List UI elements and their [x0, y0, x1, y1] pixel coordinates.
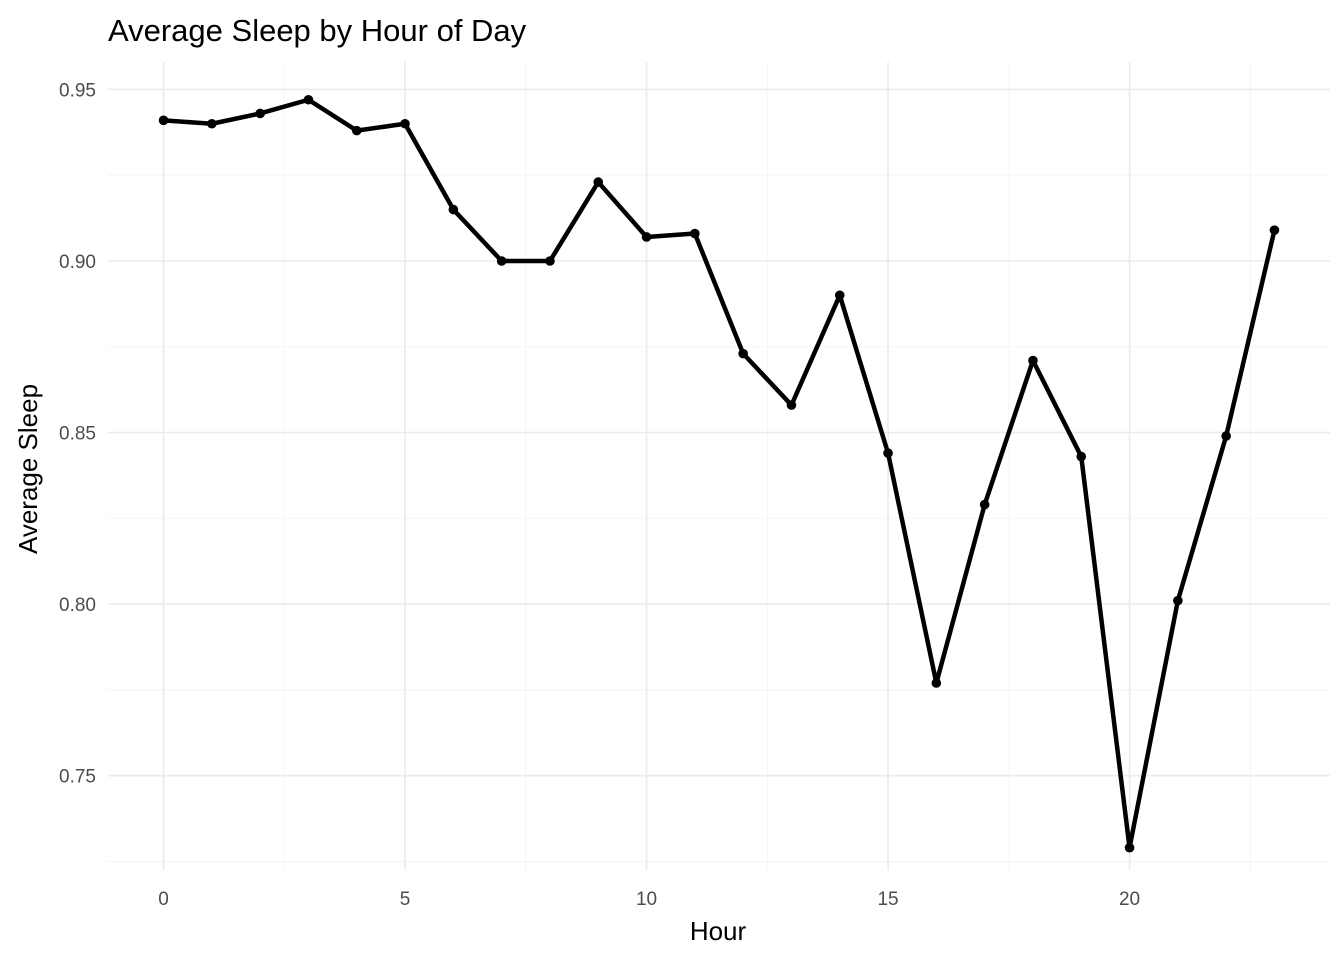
data-point — [1269, 225, 1280, 235]
data-point — [1076, 451, 1087, 462]
data-point — [883, 448, 893, 458]
data-point — [448, 204, 459, 215]
data-point — [1173, 595, 1183, 606]
data-point — [400, 118, 410, 129]
major-gridlines — [108, 62, 1330, 870]
data-point — [931, 678, 942, 688]
y-tick-label: 0.90 — [59, 252, 96, 273]
data-point — [1028, 355, 1038, 366]
x-axis-tick-labels: 0 5 10 15 20 — [158, 889, 1140, 910]
data-point — [1221, 431, 1231, 441]
minor-gridlines — [108, 62, 1330, 870]
x-tick-label: 0 — [158, 889, 169, 910]
y-tick-label: 0.80 — [59, 595, 96, 616]
series-line — [161, 97, 1277, 850]
data-point — [690, 228, 700, 239]
x-tick-label: 10 — [636, 889, 657, 910]
data-point — [545, 256, 555, 266]
series-average-sleep — [158, 94, 1280, 853]
data-point — [834, 290, 845, 301]
x-tick-label: 5 — [400, 889, 411, 910]
data-point — [158, 115, 169, 126]
y-tick-label: 0.95 — [59, 80, 96, 101]
data-point — [1124, 842, 1135, 853]
data-point — [786, 400, 797, 410]
data-point — [593, 177, 604, 187]
y-tick-label: 0.75 — [59, 767, 96, 788]
data-point — [255, 108, 265, 119]
x-axis-title: Hour — [690, 916, 747, 946]
chart-title: Average Sleep by Hour of Day — [108, 13, 527, 48]
x-tick-label: 20 — [1119, 889, 1140, 910]
data-point — [738, 348, 748, 359]
data-point — [207, 118, 217, 129]
data-point — [496, 256, 507, 266]
x-tick-label: 15 — [877, 889, 898, 910]
data-point — [303, 94, 314, 105]
data-point — [641, 232, 652, 242]
y-tick-label: 0.85 — [59, 424, 96, 445]
y-axis-tick-labels: 0.75 0.80 0.85 0.90 0.95 — [59, 80, 96, 787]
y-axis-title: Average Sleep — [13, 384, 43, 554]
data-point — [979, 499, 990, 510]
data-point — [351, 125, 362, 136]
